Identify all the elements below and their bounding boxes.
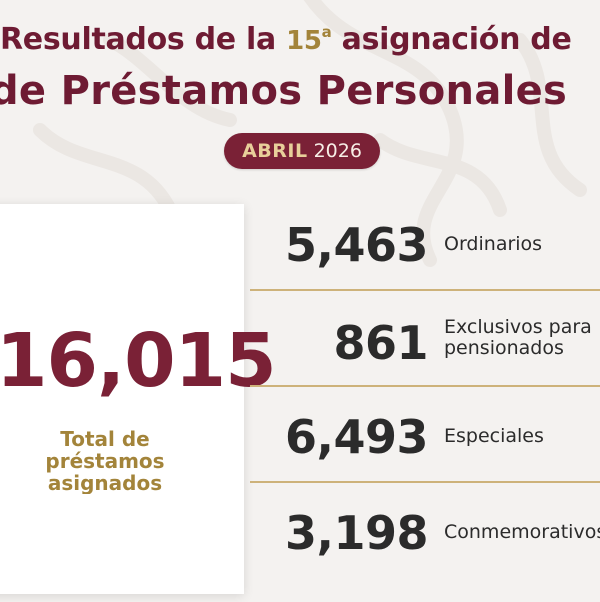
page-title-line-1: Resultados de la 15a asignación de (0, 22, 572, 57)
stat-label: Exclusivos para pensionados (444, 316, 592, 359)
stat-value: 5,463 (284, 218, 429, 272)
total-loans-value: 16,015 (0, 318, 277, 404)
stat-row-especiales: 6,493 Especiales (260, 410, 600, 506)
total-loans-label: Total de préstamos asignados (45, 428, 165, 494)
date-badge: ABRIL 2026 (224, 133, 380, 169)
stat-value: 861 (333, 316, 428, 370)
divider (250, 481, 600, 483)
title-prefix: Resultados de la (0, 22, 287, 57)
date-year: 2026 (313, 140, 362, 162)
divider (250, 289, 600, 291)
stat-row-ordinarios: 5,463 Ordinarios (260, 218, 600, 314)
title-number: 15 (286, 26, 322, 56)
divider (250, 385, 600, 387)
page-title-line-2: de Préstamos Personales (0, 68, 568, 114)
stat-row-conmemorativos: 3,198 Conmemorativos (260, 506, 600, 602)
date-month: ABRIL (242, 140, 308, 162)
stat-value: 6,493 (284, 410, 429, 464)
total-card (0, 204, 244, 594)
stat-value: 3,198 (284, 506, 429, 560)
stat-row-exclusivos: 861 Exclusivos para pensionados (260, 316, 600, 412)
title-suffix: asignación de (331, 22, 572, 57)
stat-label: Conmemorativos (444, 521, 600, 543)
stat-label: Especiales (444, 425, 544, 447)
stat-label: Ordinarios (444, 233, 543, 255)
title-superscript: a (321, 23, 332, 41)
